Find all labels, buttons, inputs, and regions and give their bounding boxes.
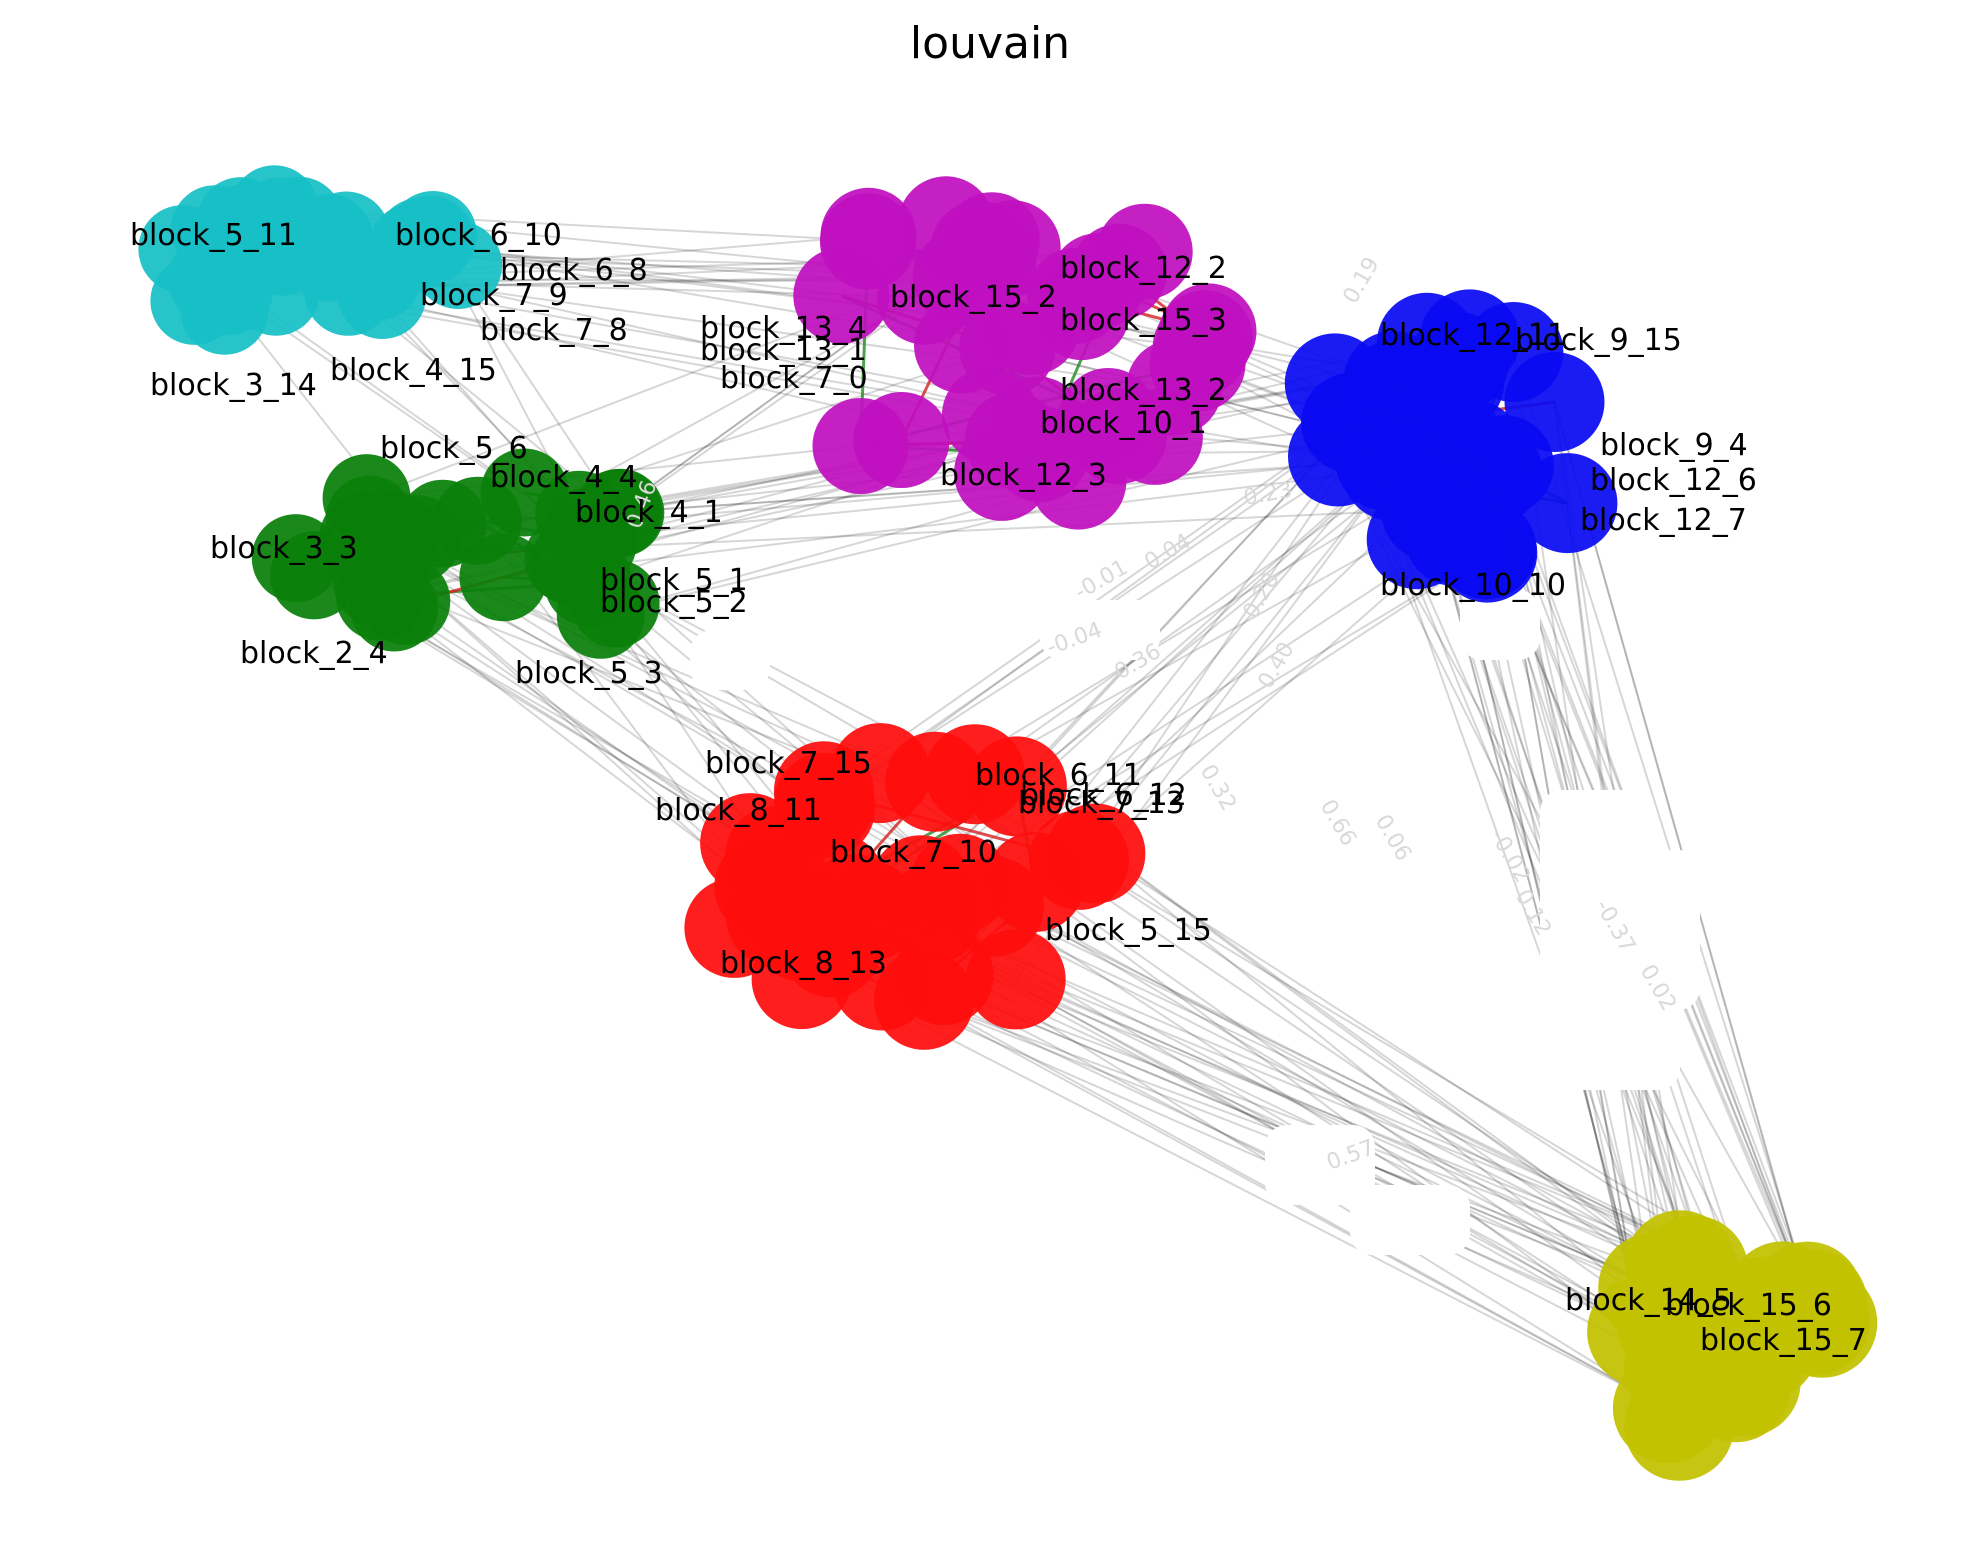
node-cyan bbox=[184, 247, 273, 336]
node-label: block_15_7 bbox=[1700, 1323, 1867, 1358]
node-blue bbox=[1376, 292, 1477, 393]
node-label: block_13_2 bbox=[1060, 373, 1227, 408]
node-magenta bbox=[853, 392, 950, 488]
node-label: block_7_15 bbox=[705, 746, 872, 781]
node-label: block_2_4 bbox=[240, 636, 388, 671]
node-label: block_5_2 bbox=[600, 585, 748, 620]
edge-label-box bbox=[1560, 1000, 1680, 1090]
edge bbox=[1094, 535, 1455, 855]
edge bbox=[1078, 859, 1681, 1267]
edge-label-box bbox=[810, 610, 890, 660]
node-label: block_5_11 bbox=[130, 218, 297, 253]
edge bbox=[363, 535, 881, 775]
node-label: block_6_11 bbox=[975, 758, 1142, 793]
edge-weight-label: 0.06 bbox=[1370, 811, 1416, 866]
node-label: block_8_13 bbox=[720, 946, 887, 981]
node-label: block_15_3 bbox=[1060, 303, 1227, 338]
node-blue bbox=[1284, 333, 1385, 434]
graph-title: louvain bbox=[909, 18, 1071, 69]
node-label: block_8_11 bbox=[655, 793, 822, 828]
node-red bbox=[965, 929, 1066, 1030]
node-label: block_9_15 bbox=[1515, 323, 1682, 358]
node-label: block_3_3 bbox=[210, 531, 358, 566]
edge-weight-label: 0.32 bbox=[1195, 761, 1241, 816]
node-red bbox=[751, 929, 852, 1030]
node-red bbox=[966, 736, 1067, 837]
node-blue bbox=[1404, 486, 1505, 586]
node-magenta bbox=[1033, 264, 1130, 361]
node-label: block_5_15 bbox=[1045, 913, 1212, 948]
edge-label-box bbox=[1610, 850, 1700, 1010]
node-green bbox=[270, 531, 359, 620]
node-label: block_13_4 bbox=[700, 311, 867, 346]
node-red bbox=[874, 949, 974, 1050]
node-label: block_15_6 bbox=[1665, 1288, 1832, 1323]
node-label: block_14_5 bbox=[1565, 1283, 1732, 1318]
node-label: block_6_12 bbox=[1020, 778, 1187, 813]
node-label: block_7_10 bbox=[830, 835, 997, 870]
edge-weight-label: 0.40 bbox=[1254, 638, 1300, 693]
node-label: block_12_7 bbox=[1580, 503, 1747, 538]
node-label: block_4_15 bbox=[330, 353, 497, 388]
node-label: block_3_14 bbox=[150, 368, 317, 403]
edge bbox=[920, 884, 1765, 1313]
node-magenta bbox=[1070, 388, 1167, 485]
node-label: block_7_8 bbox=[480, 313, 628, 348]
node-label: block_7_9 bbox=[420, 278, 568, 313]
node-label: block_13_1 bbox=[700, 333, 867, 368]
node-yellow bbox=[1683, 1317, 1794, 1428]
node-magenta bbox=[989, 376, 1086, 473]
node-red bbox=[819, 861, 920, 962]
edge-label-box bbox=[1265, 1125, 1375, 1205]
edge-weight-label: 0.66 bbox=[1315, 796, 1361, 851]
node-label: block_12_11 bbox=[1380, 318, 1566, 353]
edge-label-box bbox=[1350, 1185, 1470, 1255]
edge bbox=[1553, 401, 1809, 1297]
node-green bbox=[530, 518, 619, 607]
edge bbox=[384, 556, 825, 793]
node-labels-layer: block_5_11 block_6_10block_6_8block_7_9bl… bbox=[130, 218, 1867, 1358]
node-label: block_6_10 bbox=[395, 218, 562, 253]
node-label: block_4_1 bbox=[575, 495, 723, 530]
node-label: block_10_10 bbox=[1380, 568, 1566, 603]
node-cyan bbox=[284, 213, 373, 302]
nodes-layer bbox=[138, 165, 1878, 1481]
node-red bbox=[1045, 803, 1146, 904]
edge-label-box bbox=[690, 630, 770, 690]
node-label: block_7_13 bbox=[1018, 786, 1185, 821]
edge bbox=[1078, 470, 1394, 861]
edge-label-boxes bbox=[690, 590, 1700, 1255]
node-label: block_6_8 bbox=[500, 253, 648, 288]
node-green bbox=[433, 476, 522, 565]
node-label: block_15_2 bbox=[890, 280, 1057, 315]
edge bbox=[617, 295, 926, 514]
node-magenta bbox=[819, 193, 916, 290]
node-label: block_12_2 bbox=[1060, 251, 1227, 286]
edge-label-box bbox=[1040, 600, 1160, 660]
node-label: block_7_0 bbox=[720, 361, 868, 396]
node-magenta bbox=[930, 200, 1027, 297]
node-label: block_5_3 bbox=[515, 656, 663, 691]
edge-weight-label: 0.19 bbox=[1339, 253, 1385, 308]
node-label: block_10_1 bbox=[1040, 406, 1207, 441]
node-label: block_5_1 bbox=[600, 563, 748, 598]
node-label: block_12_6 bbox=[1590, 463, 1757, 498]
node-magenta bbox=[1160, 283, 1257, 380]
node-yellow bbox=[1625, 1210, 1735, 1321]
node-label: block_5_6 bbox=[380, 431, 528, 466]
edge bbox=[1015, 978, 1694, 1272]
edge-weight-label: 0.23 bbox=[1242, 478, 1295, 511]
edge-label-box bbox=[1460, 590, 1540, 660]
node-label: block_9_4 bbox=[1600, 428, 1748, 463]
edge bbox=[363, 535, 936, 783]
node-red bbox=[830, 723, 931, 824]
node-label: block_12_3 bbox=[940, 458, 1107, 493]
node-label: block_4_4 bbox=[490, 460, 638, 495]
